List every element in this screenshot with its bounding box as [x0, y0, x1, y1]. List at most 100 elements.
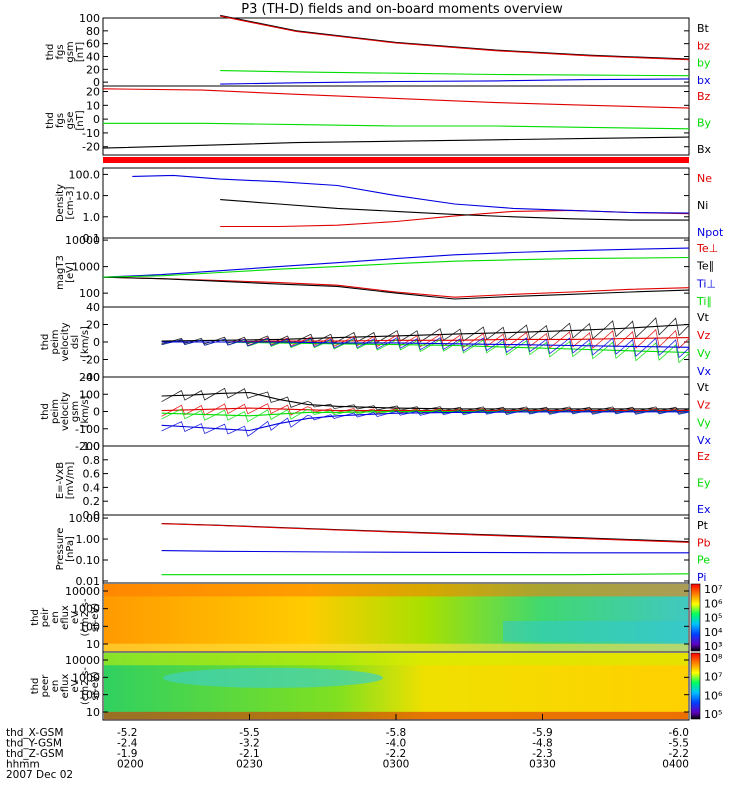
y-tick-label: 0	[93, 113, 100, 126]
y-axis-label-line: [nT]	[75, 110, 86, 130]
panel-peim-gsm: 200 100 0 -100 -200 thdpeimvelocitygsm[km/s] V…	[40, 371, 712, 453]
y-tick-label: 10000	[65, 654, 100, 667]
y-tick-label: -20	[82, 354, 100, 367]
x-axis-row-value: -2.4	[117, 738, 138, 750]
y-axis-label-line: velocity	[60, 392, 71, 431]
legend-Pi: Pi	[697, 571, 706, 584]
y-tick-label: 80	[86, 25, 100, 38]
series-Bz	[102, 88, 690, 109]
legend-Bx: Bx	[697, 143, 712, 156]
y-axis-label-line: fgs	[55, 113, 66, 128]
y-tick-label: 100	[79, 287, 100, 300]
series-Vx	[161, 411, 689, 432]
y-axis-label-line: gsm	[70, 401, 81, 422]
legend-Te∥: Te∥	[696, 260, 714, 273]
y-tick-label: 0.2	[83, 495, 101, 508]
y-axis-label-line: eV	[70, 679, 81, 692]
y-axis-label-line: thd	[40, 334, 51, 351]
legend-Pt: Pt	[697, 519, 709, 532]
panel-frame	[102, 167, 690, 239]
y-tick-label: -20	[82, 141, 100, 154]
spectrogram-high-band	[104, 584, 688, 597]
y-tick-label: 0.8	[83, 454, 101, 467]
y-tick-label: 1.0	[83, 211, 101, 224]
series-Ti⊥	[102, 247, 690, 278]
legend-Bt: Bt	[697, 22, 710, 35]
y-axis-label-line: thd	[40, 403, 51, 420]
y-axis-label: thdfgsgse[nT]	[45, 110, 86, 130]
series-Ni	[220, 199, 689, 221]
legend-Vx: Vx	[697, 365, 712, 378]
y-axis-label-line: eflux	[60, 674, 71, 699]
legend-Pb: Pb	[697, 536, 711, 549]
series-By	[103, 122, 690, 130]
legend-Ez: Ez	[697, 450, 710, 463]
y-axis-label-line: [km/s]	[80, 395, 91, 427]
y-axis-label-line: eV	[70, 611, 81, 624]
spectrogram-cool-region	[163, 667, 383, 688]
y-tick-label: 0.01	[76, 575, 101, 588]
y-tick-label: 200	[79, 371, 100, 384]
colorbar-tick-label: 10⁷	[704, 671, 722, 684]
panel-frame	[102, 445, 690, 516]
series-noise-Vt	[161, 387, 690, 412]
x-axis-row-value: -3.2	[239, 738, 260, 750]
y-axis-label: thdpeerenefluxeV(cm2-s-sr-eV)	[30, 667, 101, 705]
y-tick-label: 20	[86, 86, 100, 99]
y-axis-label: Density[cm-3]	[55, 184, 76, 222]
x-axis-row-value: 0330	[529, 759, 556, 771]
y-axis-label-line: [nT]	[75, 42, 86, 62]
panel-peim-dsl: 40200-20-40thdpeimvelocitydsl[km/s]VtVzV…	[40, 301, 712, 384]
x-axis-row-value: 0300	[383, 759, 410, 771]
legend-Bz: Bz	[697, 90, 711, 103]
series-Pi	[161, 550, 689, 554]
series-noise-Vy	[161, 338, 690, 364]
x-axis-row-value: -5.8	[386, 727, 407, 739]
colorbar	[690, 652, 701, 720]
y-axis-label-line: [cm-3]	[65, 186, 76, 219]
y-axis-label-line: en	[50, 611, 61, 624]
y-axis-label-line: [nPa]	[65, 536, 76, 562]
y-axis-label-line: [eV]	[65, 262, 76, 283]
y-axis-label-line: fgs	[55, 44, 66, 59]
y-axis-label-line: [km/s]	[80, 326, 91, 358]
y-axis-label-line: eflux	[60, 605, 71, 630]
x-axis-footer: thd_X-GSM -5.2 -5.5 -5.8 -5.9 -6.0 thd_Y-GSM -2…	[6, 714, 690, 781]
y-axis-label-line: sr-eV)	[90, 603, 101, 632]
legend-Vt: Vt	[697, 381, 710, 394]
colorbar	[690, 583, 701, 652]
series-by	[220, 70, 690, 77]
y-tick-label: 10.0	[76, 190, 101, 203]
y-tick-label: 10000	[65, 234, 100, 247]
colorbar-tick-label: 10⁵	[704, 708, 722, 721]
series-noise-Vx	[161, 409, 690, 437]
y-tick-label: 0	[93, 76, 100, 89]
y-tick-label: 1000	[72, 671, 100, 684]
x-axis-row-label: thd_X-GSM	[6, 727, 63, 739]
series-bz	[220, 15, 690, 61]
legend-Ne: Ne	[697, 172, 712, 185]
series-noise-Vt	[161, 317, 690, 345]
panel-peer-spectrogram: 10⁸10⁷10⁶10⁵10000100010010thdpeereneflux…	[30, 651, 723, 721]
legend-Vy: Vy	[697, 347, 711, 360]
y-axis-label-line: magT3	[55, 255, 66, 290]
y-axis-label-line: peim	[50, 329, 61, 354]
x-axis-row-value: -2.1	[239, 748, 260, 760]
panel-frame	[102, 17, 690, 87]
y-axis-label: thdpeimvelocitydsl[km/s]	[40, 322, 91, 361]
spectrogram-low-band	[104, 643, 688, 652]
y-tick-label: 100.0	[69, 168, 101, 181]
spectrogram-cool-region	[503, 620, 688, 642]
series-Vz	[161, 407, 689, 412]
y-axis-label: thdpeimvelocitygsm[km/s]	[40, 392, 91, 431]
x-axis-row-value: -5.9	[532, 727, 553, 739]
series-Bt	[220, 14, 690, 60]
colorbar-tick-label: 10³	[704, 640, 722, 653]
legend-bx: bx	[697, 74, 711, 87]
legend-Vx: Vx	[697, 434, 712, 447]
y-tick-label: 40	[86, 50, 100, 63]
y-tick-label: 10	[86, 99, 100, 112]
series-Bx	[102, 136, 690, 149]
